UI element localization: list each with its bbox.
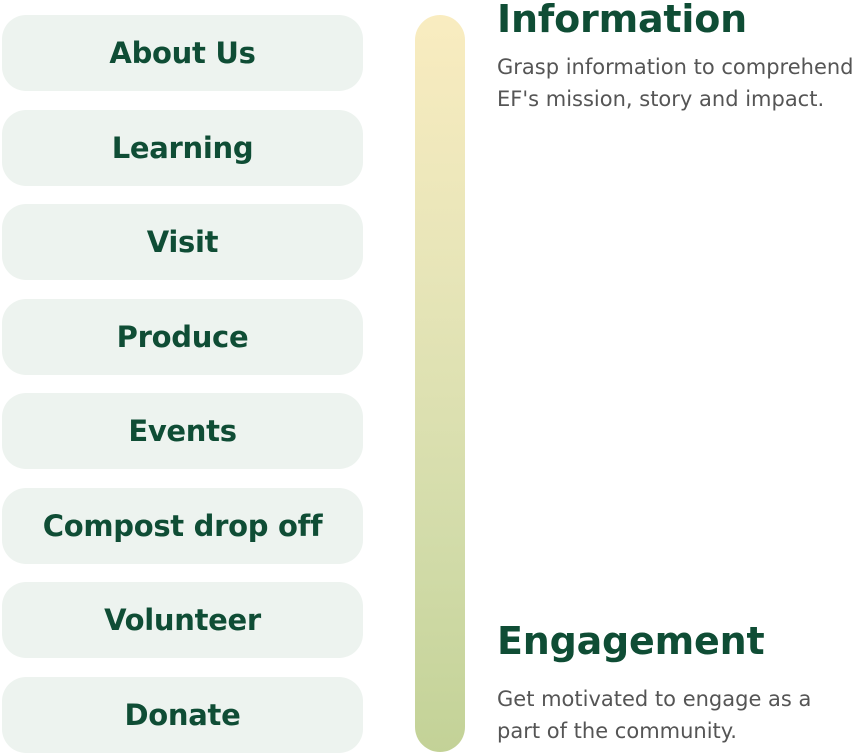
nav-item-label: Donate	[124, 697, 241, 732]
nav-item-about-us[interactable]: About Us	[2, 15, 363, 91]
nav-item-learning[interactable]: Learning	[2, 109, 363, 186]
journey-gradient-bar	[415, 15, 465, 752]
nav-item-events[interactable]: Events	[2, 393, 363, 469]
stage-engagement: Engagement Get motivated to engage as a …	[497, 618, 857, 747]
nav-item-label: Events	[128, 414, 237, 448]
nav-item-compost-drop-off[interactable]: Compost drop off	[2, 487, 363, 564]
nav-item-donate[interactable]: Donate	[2, 676, 363, 753]
stage-information-title: Information	[497, 0, 747, 41]
stage-information: Information Grasp information to compreh…	[497, 0, 857, 115]
nav-item-volunteer[interactable]: Volunteer	[2, 582, 363, 658]
stage-information-description: Grasp information to comprehend EF's mis…	[497, 55, 854, 111]
stage-engagement-description: Get motivated to engage as a part of the…	[497, 687, 812, 743]
nav-item-produce[interactable]: Produce	[2, 298, 363, 375]
nav-item-label: Compost drop off	[42, 508, 323, 543]
nav-item-label: Learning	[111, 130, 254, 165]
nav-list: About Us Learning Visit Produce Events C…	[2, 15, 363, 753]
nav-item-label: Visit	[146, 225, 219, 259]
nav-item-label: Volunteer	[104, 603, 261, 637]
stage-engagement-title: Engagement	[497, 619, 765, 663]
nav-item-label: About Us	[109, 36, 256, 70]
nav-item-visit[interactable]: Visit	[2, 204, 363, 280]
nav-item-label: Produce	[116, 319, 249, 354]
